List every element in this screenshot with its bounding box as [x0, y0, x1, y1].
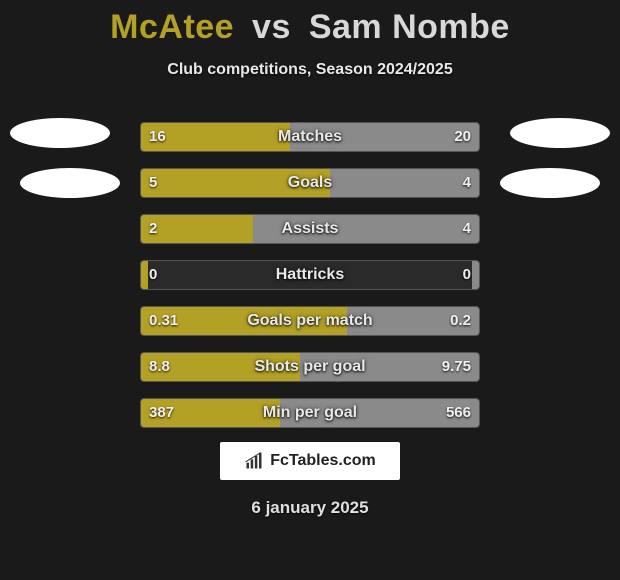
stat-row: Shots per goal8.8 9.75	[140, 352, 480, 382]
stat-value-right: 0.2	[442, 307, 479, 335]
stat-value-right: 20	[446, 123, 479, 151]
stat-value-left: 5	[141, 169, 165, 197]
vs-separator: vs	[252, 8, 291, 46]
stat-row: Goals5 4	[140, 168, 480, 198]
stats-comparison: Matches1620Goals54Assists24Hattricks00Go…	[140, 122, 480, 444]
stat-label: Goals per match	[141, 307, 479, 335]
flag-right-2	[500, 168, 600, 198]
flag-left-1	[10, 118, 110, 148]
stat-label: Shots per goal	[141, 353, 479, 381]
subtitle: Club competitions, Season 2024/2025	[0, 61, 620, 79]
stat-row: Goals per match0.31 0.2	[140, 306, 480, 336]
stat-label: Hattricks	[141, 261, 479, 289]
stat-value-left: 0	[141, 261, 165, 289]
stat-value-right: 4	[455, 215, 479, 243]
player2-name: Sam Nombe	[309, 8, 510, 46]
chart-icon	[244, 451, 264, 471]
stat-value-left: 0.31	[141, 307, 186, 335]
stat-row: Assists2 4	[140, 214, 480, 244]
stat-value-right: 0	[455, 261, 479, 289]
branding-badge: FcTables.com	[220, 442, 400, 480]
stat-value-left: 16	[141, 123, 174, 151]
stat-row: Min per goal387 566	[140, 398, 480, 428]
stat-label: Goals	[141, 169, 479, 197]
footer-date: 6 january 2025	[0, 498, 620, 518]
page-title: McAtee vs Sam Nombe	[0, 0, 620, 47]
flag-left-2	[20, 168, 120, 198]
stat-label: Assists	[141, 215, 479, 243]
flag-right-1	[510, 118, 610, 148]
player1-name: McAtee	[110, 8, 234, 46]
branding-text: FcTables.com	[270, 452, 376, 470]
stat-value-right: 566	[438, 399, 479, 427]
stat-row: Hattricks0 0	[140, 260, 480, 290]
stat-label: Min per goal	[141, 399, 479, 427]
stat-value-right: 4	[455, 169, 479, 197]
stat-label: Matches	[141, 123, 479, 151]
stat-value-left: 8.8	[141, 353, 178, 381]
stat-value-right: 9.75	[434, 353, 479, 381]
stat-row: Matches16 20	[140, 122, 480, 152]
stat-value-left: 387	[141, 399, 182, 427]
stat-value-left: 2	[141, 215, 165, 243]
